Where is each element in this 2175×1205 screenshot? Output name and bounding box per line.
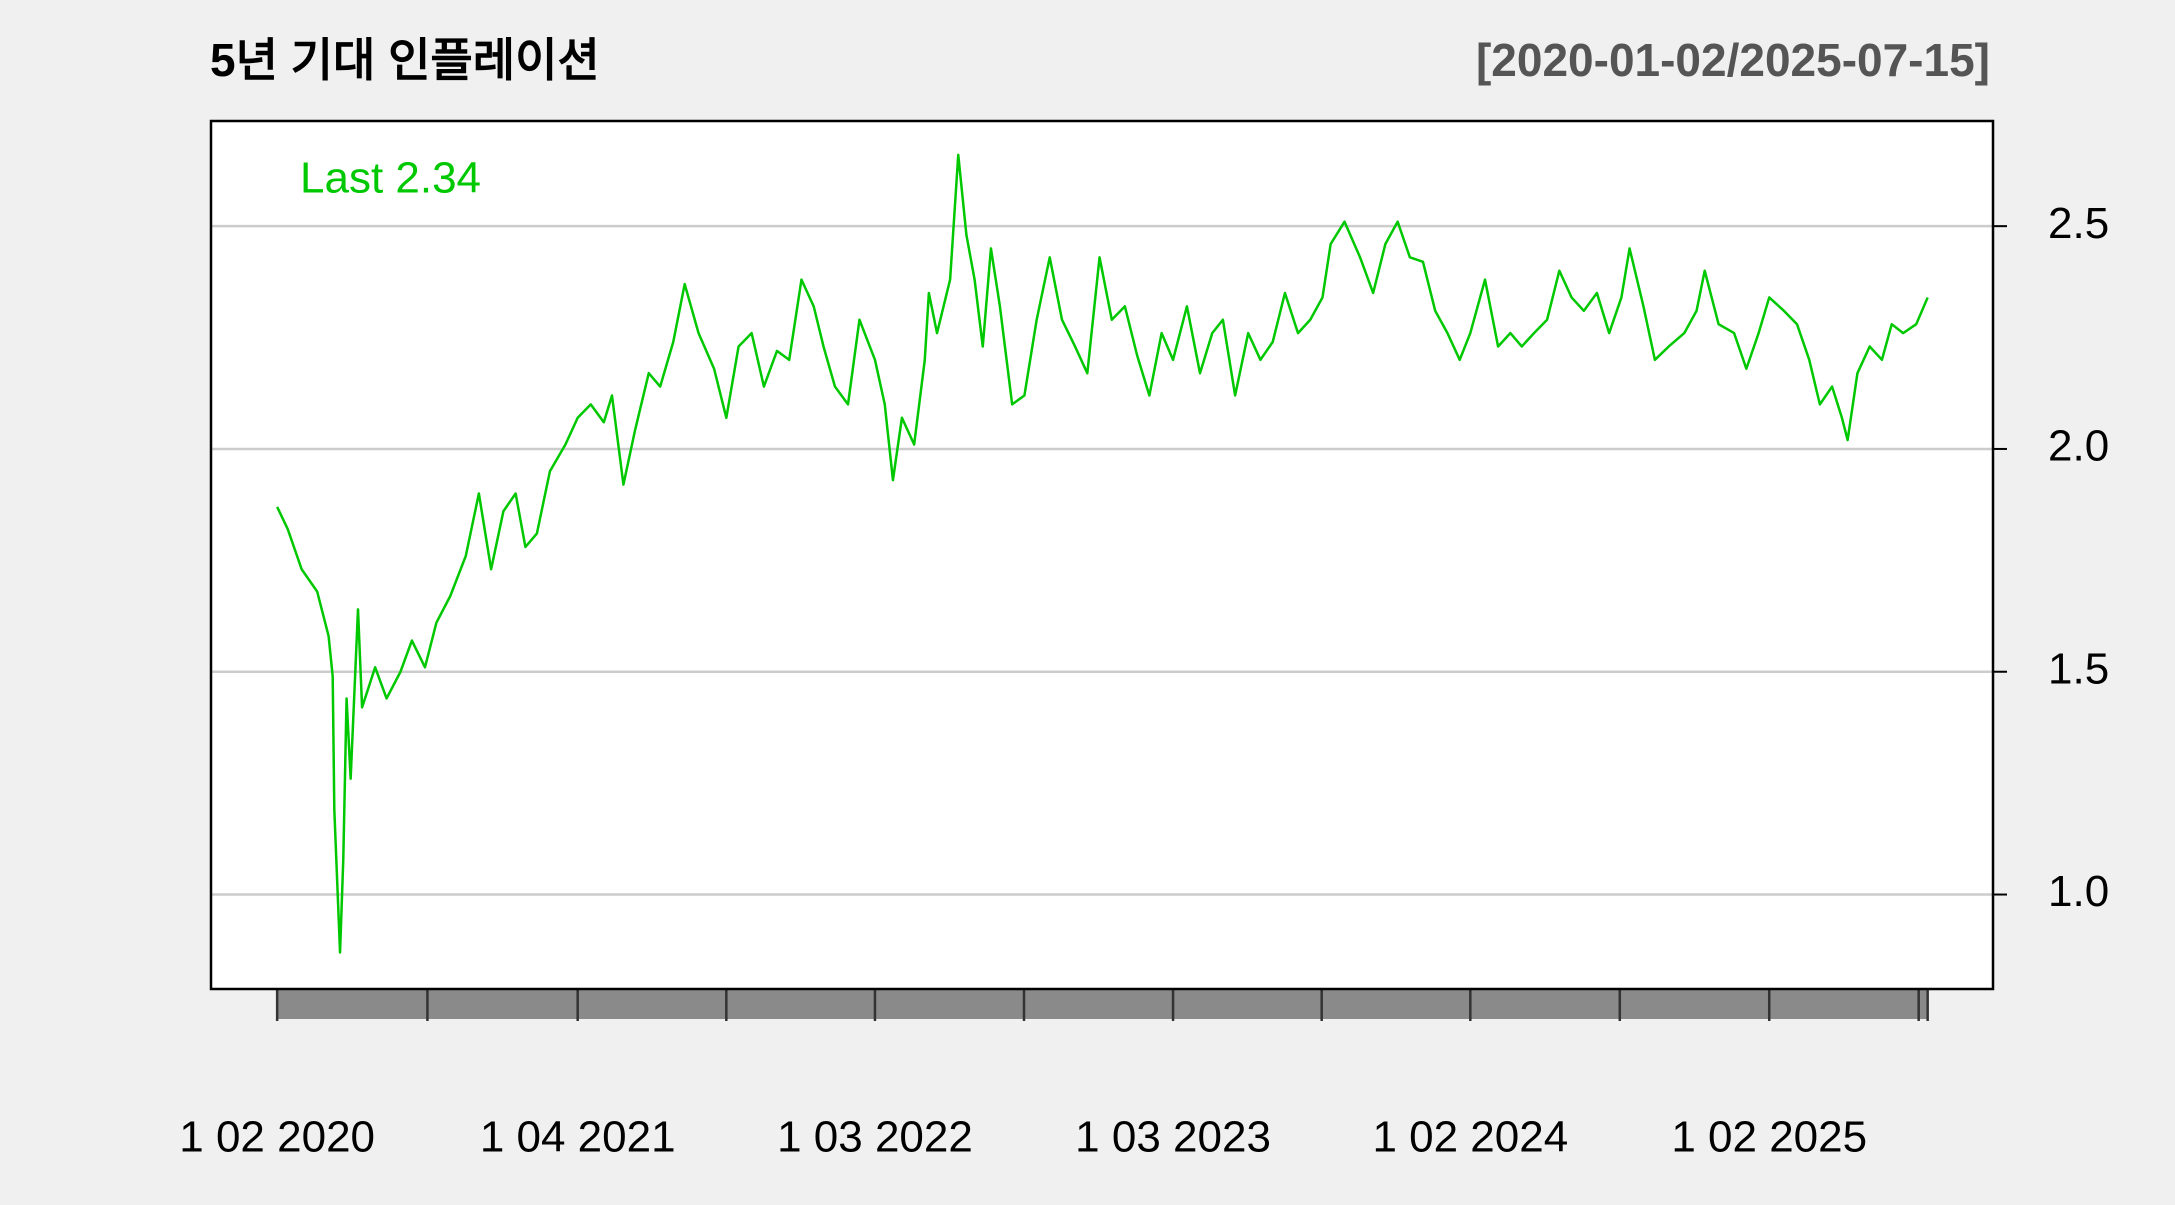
- time-bar: [277, 989, 1928, 1019]
- x-tick-label: 1 02 2024: [1372, 1113, 1568, 1162]
- y-tick-label: 1.5: [2048, 644, 2109, 693]
- date-range: [2020-01-02/2025-07-15]: [1476, 34, 1990, 86]
- x-tick-label: 1 02 2025: [1671, 1113, 1867, 1162]
- x-tick-label: 1 03 2022: [777, 1113, 973, 1162]
- x-tick-label: 1 04 2021: [480, 1113, 676, 1162]
- last-value-label: Last 2.34: [300, 154, 481, 203]
- plot-area: [211, 121, 1993, 989]
- y-tick-label: 2.5: [2048, 199, 2109, 248]
- plot-border: [209, 119, 1995, 991]
- y-tick-label: 1.0: [2048, 867, 2109, 916]
- chart-title: 5년 기대 인플레이션: [210, 34, 600, 86]
- series-line: [276, 153, 1929, 954]
- y-tick-label: 2.0: [2048, 422, 2109, 471]
- x-tick-label: 1 02 2020: [179, 1113, 375, 1162]
- x-tick-label: 1 03 2023: [1075, 1113, 1271, 1162]
